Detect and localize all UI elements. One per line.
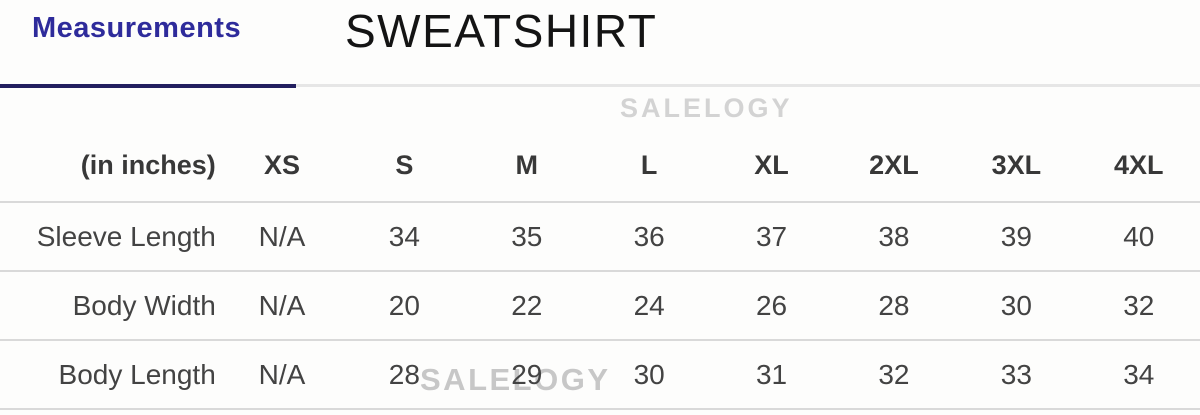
- size-value-cell: 26: [710, 270, 833, 340]
- size-value-cell: 24: [587, 270, 711, 340]
- size-col-header-xs: XS: [263, 150, 300, 180]
- size-value-cell: 28: [343, 339, 466, 410]
- size-chart-header-row: (in inches) XS S M L XL 2XL 3XL 4XL: [0, 130, 1200, 202]
- row-label: Body Width: [0, 270, 221, 340]
- size-value-cell: 39: [955, 201, 1078, 271]
- row-label: Body Length: [0, 339, 221, 410]
- size-col-header-l: L: [640, 150, 658, 180]
- size-value-cell: 35: [465, 201, 588, 271]
- size-value-cell: 29: [465, 339, 588, 410]
- size-value-cell: 34: [1077, 339, 1200, 410]
- size-col-header-xl: XL: [754, 150, 789, 180]
- tab-bar: Measurements SWEATSHIRT: [0, 0, 1200, 88]
- size-chart-table: (in inches) XS S M L XL 2XL 3XL 4XL Slee…: [0, 130, 1200, 410]
- size-value-cell: 22: [465, 270, 588, 340]
- size-col-header-3xl: 3XL: [991, 150, 1042, 180]
- table-row-body-length: Body Length N/A 28 29 30 31 32 33 34: [0, 339, 1200, 410]
- size-value-cell: 40: [1077, 201, 1200, 271]
- size-value-cell: 36: [587, 201, 711, 271]
- tab-bar-divider: [296, 84, 1200, 87]
- unit-label: (in inches): [80, 150, 216, 180]
- page-title: SWEATSHIRT: [345, 5, 658, 57]
- size-value-cell: 31: [710, 339, 833, 410]
- watermark-top: SALELOGY: [620, 93, 793, 123]
- size-col-header-2xl: 2XL: [869, 150, 919, 180]
- size-value-cell: 30: [955, 270, 1078, 340]
- size-value-cell: 20: [343, 270, 466, 340]
- size-col-header-s: S: [395, 150, 414, 180]
- size-value-cell: N/A: [220, 201, 344, 271]
- size-value-cell: N/A: [220, 270, 344, 340]
- size-col-header-m: M: [515, 150, 539, 180]
- size-value-cell: 32: [832, 339, 956, 410]
- size-value-cell: 37: [710, 201, 833, 271]
- size-col-header-4xl: 4XL: [1114, 150, 1164, 180]
- row-label: Sleeve Length: [0, 201, 221, 271]
- table-row-body-width: Body Width N/A 20 22 24 26 28 30 32: [0, 270, 1200, 340]
- active-tab-underline: [0, 84, 296, 88]
- size-value-cell: 30: [587, 339, 711, 410]
- size-value-cell: 38: [832, 201, 956, 271]
- size-value-cell: N/A: [220, 339, 344, 410]
- size-value-cell: 32: [1077, 270, 1200, 340]
- size-value-cell: 28: [832, 270, 956, 340]
- table-row-sleeve-length: Sleeve Length N/A 34 35 36 37 38 39 40: [0, 201, 1200, 271]
- size-value-cell: 34: [343, 201, 466, 271]
- tab-measurements[interactable]: Measurements: [32, 12, 242, 44]
- size-value-cell: 33: [955, 339, 1078, 410]
